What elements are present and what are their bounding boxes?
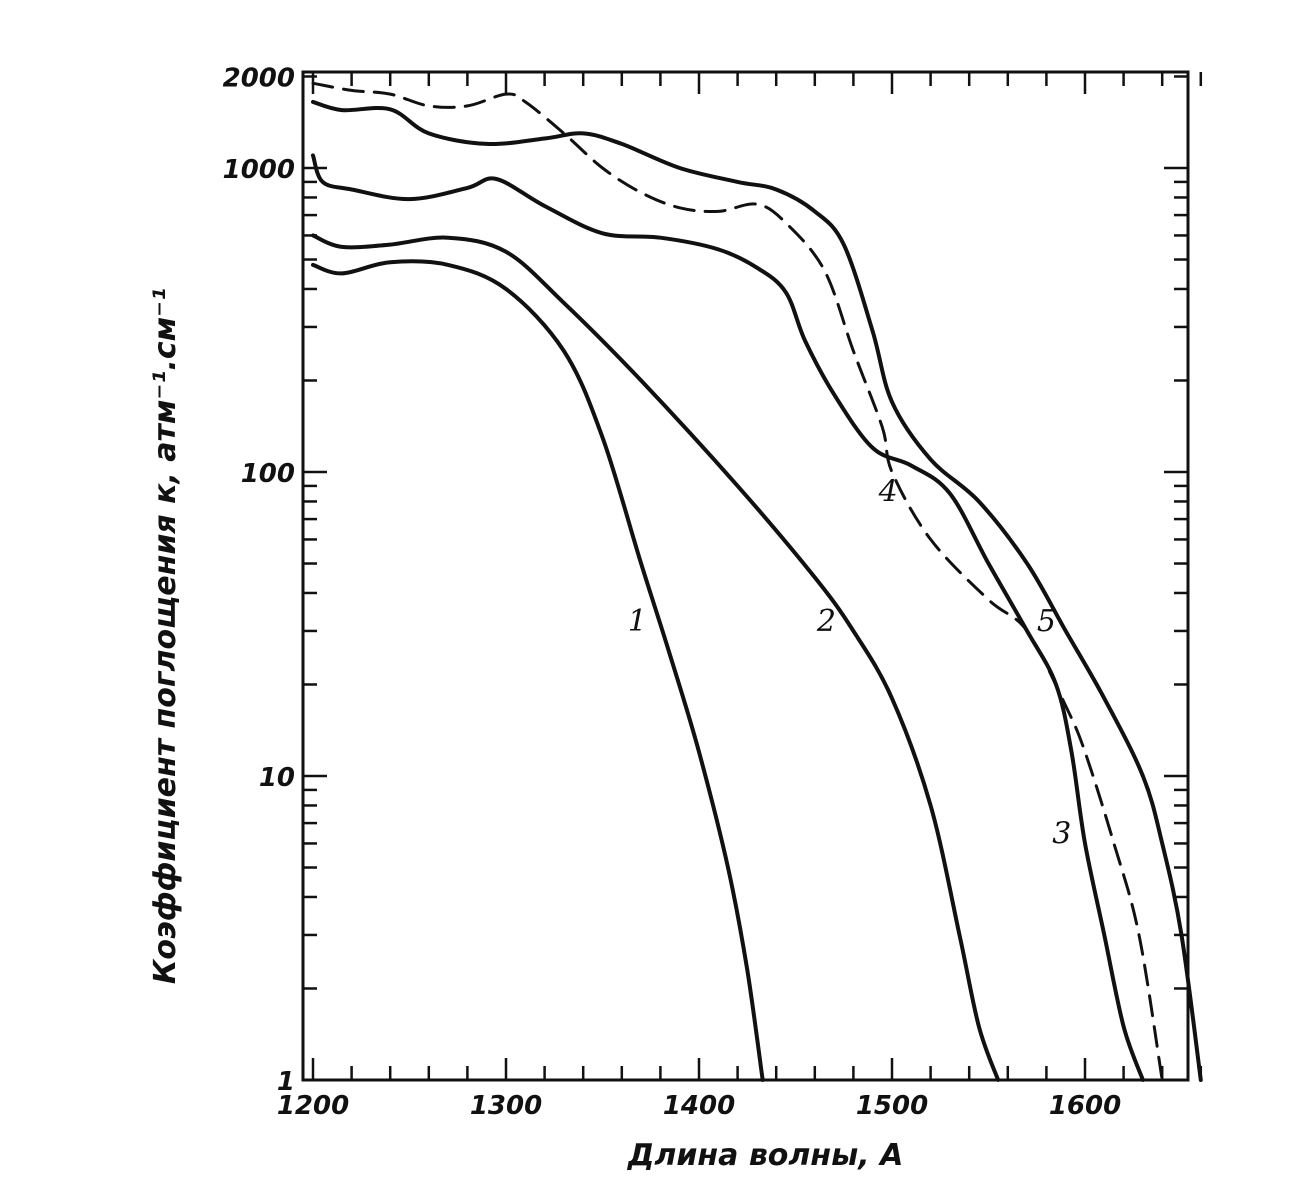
series-curve-4 <box>311 81 1164 1082</box>
plot-frame <box>301 70 1190 1082</box>
series-label-2: 2 <box>816 604 836 639</box>
series-curve-2 <box>311 233 1001 1082</box>
series-curve-3 <box>311 153 1145 1082</box>
y-tick-label: 100 <box>241 459 295 489</box>
x-tick-label: 1300 <box>470 1091 542 1121</box>
series-curve-5 <box>311 99 1203 1082</box>
x-tick-label: 1200 <box>277 1091 349 1121</box>
x-tick-label: 1400 <box>663 1091 735 1121</box>
y-tick-label: 10 <box>259 763 295 793</box>
x-tick-label: 1600 <box>1049 1091 1121 1121</box>
x-axis-title: Длина волны, А <box>627 1138 904 1173</box>
axis-ticks <box>303 72 1203 1082</box>
series-curve-1 <box>311 259 765 1082</box>
series-label-4: 4 <box>878 474 898 509</box>
series-labels: 1 2 3 4 5 <box>628 474 1072 851</box>
x-tick-label: 1500 <box>856 1091 928 1121</box>
series-label-1: 1 <box>628 604 647 639</box>
series-label-3: 3 <box>1052 816 1071 851</box>
y-axis-title: Коэффициент поглощения к, атм⁻¹.см⁻¹ <box>148 288 183 984</box>
y-tick-label: 1 <box>277 1067 295 1097</box>
y-tick-label: 1000 <box>223 155 295 185</box>
y-tick-label: 2000 <box>223 63 295 93</box>
data-curves <box>311 81 1203 1082</box>
axis-tick-labels: 1200 1300 1400 1500 1600 1 10 100 1000 2000 <box>223 63 1122 1121</box>
series-label-5: 5 <box>1037 604 1056 639</box>
